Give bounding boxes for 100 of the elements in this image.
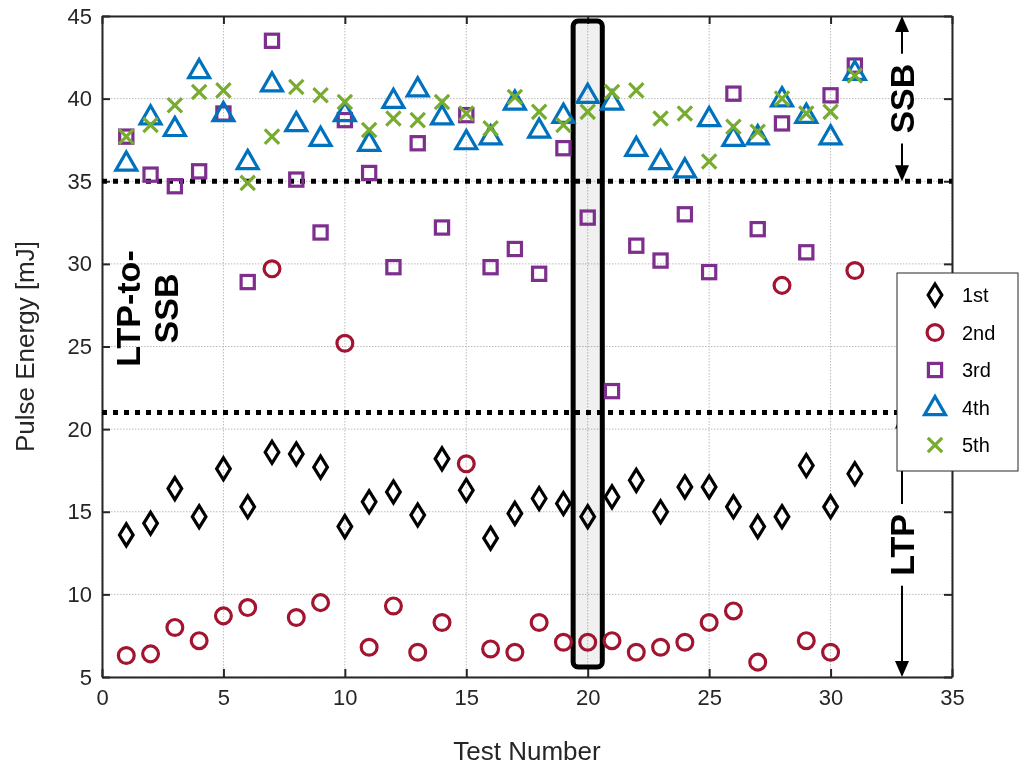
point [627,81,646,100]
point [165,617,185,637]
point [700,152,718,171]
point [408,642,428,662]
point [383,596,403,616]
point [530,265,548,282]
point [312,224,329,241]
point [142,166,159,183]
annotation: SSB [883,63,921,134]
point [357,130,382,152]
y-tick-label: 35 [67,168,92,194]
point [796,631,816,651]
point [481,639,501,659]
point [676,206,694,223]
point [772,275,792,295]
y-tick-label: 10 [67,581,92,607]
x-tick-label: 35 [940,684,965,710]
point [259,71,285,93]
point [360,164,378,182]
y-axis-title: Pulse Energy [mJ] [10,241,40,452]
point [651,637,671,657]
x-tick-label: 20 [575,684,601,710]
point [116,646,136,666]
point [284,110,309,133]
point [651,109,670,128]
point [555,140,572,157]
point [699,612,719,632]
point [675,632,695,652]
point [553,632,573,652]
point [624,135,649,157]
x-tick-label: 0 [96,684,109,710]
x-tick-label: 10 [333,684,358,710]
point [141,116,160,134]
point [381,87,406,110]
y-tick-label: 25 [67,334,92,360]
point [432,612,452,632]
annotation: LTP [883,513,921,576]
point [628,237,645,254]
point [454,128,479,151]
point [408,111,427,129]
point [482,258,499,276]
point [308,125,333,148]
point [238,174,257,192]
point [288,171,305,188]
point [845,260,865,280]
point [141,644,161,664]
point [652,252,669,269]
point [239,273,256,291]
x-tick-label: 5 [217,684,231,710]
point [578,632,598,652]
point [189,631,209,651]
y-tick-label: 20 [67,416,92,442]
point [723,601,743,621]
y-tick-label: 30 [67,251,92,277]
point [213,606,233,626]
point [433,93,451,111]
point [238,598,258,618]
point [530,103,548,121]
point [263,127,281,146]
point [798,244,815,261]
point [676,104,694,123]
legend-label: 1st [962,284,990,306]
y-tick-label: 15 [67,499,92,525]
point [822,87,839,104]
x-tick-label: 25 [697,684,722,710]
point [190,83,208,101]
y-tick-label: 40 [67,86,92,112]
point [429,104,455,126]
x-tick-label: 15 [454,684,480,710]
point [700,263,718,281]
legend-label: 3rd [962,359,991,381]
x-axis-title: Test Number [453,736,602,766]
point [162,115,187,138]
point [672,157,697,179]
point [725,85,742,102]
legend-label: 4th [962,396,990,419]
y-tick-label: 45 [67,3,92,29]
point [335,333,355,353]
point [433,219,451,236]
point [579,209,596,226]
point [749,220,766,238]
point [384,109,403,128]
point [505,642,525,662]
point [821,642,841,662]
point [529,612,549,632]
point [262,259,282,279]
point [166,178,184,195]
point [818,124,843,146]
point [263,32,281,49]
point [506,240,524,258]
point [773,115,791,132]
point [697,105,722,128]
point [235,148,260,171]
point [187,57,212,80]
point [114,150,139,172]
annotation: LTP-to-SSB [109,250,185,367]
point [211,100,236,123]
point [166,96,184,114]
point [456,454,476,474]
point [578,103,597,121]
